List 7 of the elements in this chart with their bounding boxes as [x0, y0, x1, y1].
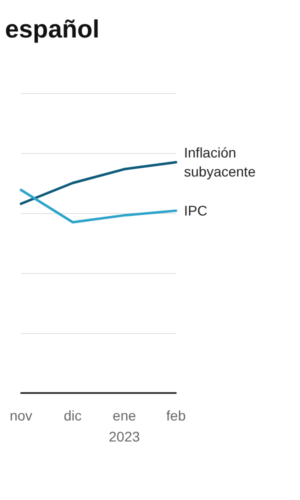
x-tick-label: ene 2023 — [108, 408, 140, 444]
x-tick-label: nov — [10, 408, 32, 424]
x-tick-label: dic — [64, 408, 82, 424]
x-tick-label: feb — [166, 408, 186, 424]
series-label: IPC — [184, 202, 208, 219]
series-label: Inflación subyacente — [184, 144, 256, 180]
chart-title: español — [5, 16, 100, 44]
